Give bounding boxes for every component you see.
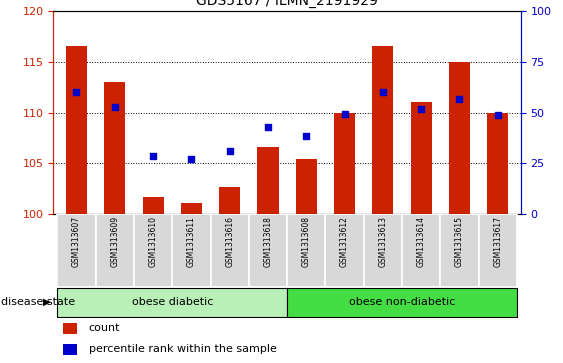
- Bar: [181, 203, 202, 214]
- Text: obese diabetic: obese diabetic: [132, 297, 213, 307]
- Point: [72, 89, 81, 95]
- Point: [417, 107, 426, 113]
- Bar: [63, 343, 77, 355]
- Text: GSM1313610: GSM1313610: [149, 216, 158, 267]
- Bar: [287, 288, 517, 317]
- Bar: [57, 288, 287, 317]
- Bar: [172, 214, 211, 287]
- Bar: [63, 323, 77, 334]
- Bar: [57, 214, 96, 287]
- Text: GSM1313612: GSM1313612: [340, 216, 349, 267]
- Point: [378, 89, 387, 95]
- Text: percentile rank within the sample: percentile rank within the sample: [88, 344, 276, 354]
- Bar: [96, 214, 134, 287]
- Text: GSM1313613: GSM1313613: [378, 216, 387, 267]
- Bar: [402, 214, 440, 287]
- Point: [493, 112, 502, 118]
- Bar: [211, 214, 249, 287]
- Text: GSM1313616: GSM1313616: [225, 216, 234, 267]
- Bar: [296, 159, 317, 214]
- Bar: [449, 62, 470, 214]
- Bar: [372, 46, 394, 214]
- Text: GSM1313618: GSM1313618: [263, 216, 272, 267]
- Bar: [66, 46, 87, 214]
- Text: GSM1313608: GSM1313608: [302, 216, 311, 267]
- Point: [149, 153, 158, 159]
- Bar: [257, 147, 279, 214]
- Point: [455, 97, 464, 102]
- Text: obese non-diabetic: obese non-diabetic: [349, 297, 455, 307]
- Bar: [104, 82, 126, 214]
- Text: GSM1313614: GSM1313614: [417, 216, 426, 267]
- Point: [263, 124, 272, 130]
- Point: [302, 133, 311, 139]
- Title: GDS5167 / ILMN_2191929: GDS5167 / ILMN_2191929: [196, 0, 378, 8]
- Bar: [142, 197, 164, 214]
- Bar: [325, 214, 364, 287]
- Text: GSM1313609: GSM1313609: [110, 216, 119, 268]
- Text: GSM1313617: GSM1313617: [493, 216, 502, 267]
- Bar: [364, 214, 402, 287]
- Text: GSM1313615: GSM1313615: [455, 216, 464, 267]
- Point: [225, 148, 234, 154]
- Bar: [249, 214, 287, 287]
- Text: count: count: [88, 323, 120, 334]
- Point: [110, 105, 119, 110]
- Text: GSM1313611: GSM1313611: [187, 216, 196, 267]
- Bar: [287, 214, 325, 287]
- Text: disease state: disease state: [1, 297, 75, 307]
- Point: [340, 111, 349, 117]
- Text: ▶: ▶: [43, 297, 51, 307]
- Bar: [334, 113, 355, 214]
- Bar: [219, 187, 240, 214]
- Bar: [487, 113, 508, 214]
- Bar: [134, 214, 172, 287]
- Text: GSM1313607: GSM1313607: [72, 216, 81, 268]
- Point: [187, 156, 196, 162]
- Bar: [410, 102, 432, 214]
- Bar: [479, 214, 517, 287]
- Bar: [440, 214, 479, 287]
